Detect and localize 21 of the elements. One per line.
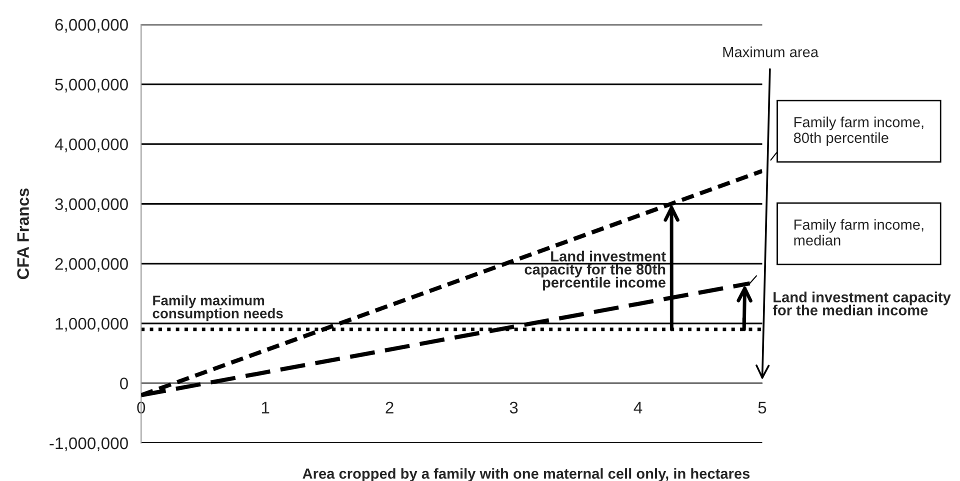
x-tick-label: 4: [634, 402, 642, 414]
x-tick-label: 0: [137, 402, 146, 414]
y-tick-label: 2,000,000: [55, 258, 128, 272]
y-tick-label: 1,000,000: [56, 318, 128, 332]
y-tick-label: 0: [120, 378, 128, 390]
x-tick-label: 5: [758, 402, 766, 414]
text: Family farm income, 80th percentile: [794, 116, 924, 146]
y-tick-label: 5,000,000: [55, 78, 128, 92]
annotation: Land investment capacity for the 80th percentile income: [524, 250, 666, 291]
x-tick-label: 2: [386, 402, 394, 414]
ref-line-label: Family maximum consumption needs: [152, 295, 283, 322]
y-tick-label: 4,000,000: [54, 138, 128, 152]
annotation: Maximum area: [723, 46, 819, 58]
y-axis-title: CFA Francs: [17, 188, 29, 280]
y-tick-label: 3,000,000: [55, 198, 128, 212]
text: Family farm income, median: [794, 219, 924, 246]
x-tick-label: 3: [510, 402, 518, 414]
y-tick-label: -1,000,000: [50, 437, 128, 452]
y-tick-label: 6,000,000: [55, 18, 128, 33]
annotation: Land investment capacity for the median income: [772, 292, 951, 316]
x-tick-label: 1: [262, 402, 270, 414]
